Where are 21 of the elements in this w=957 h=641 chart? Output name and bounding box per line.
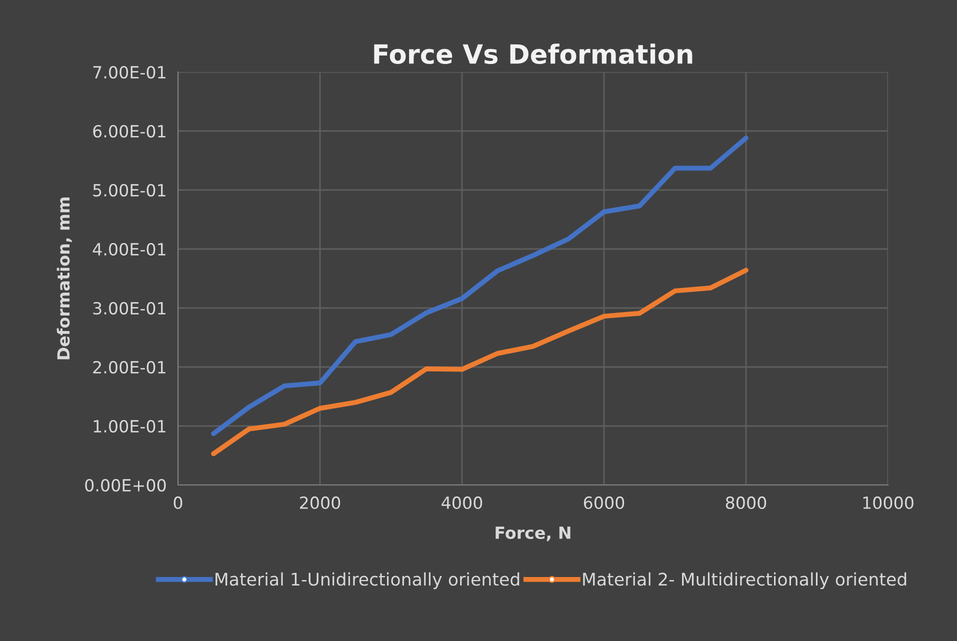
y-tick-label: 1.00E-01 <box>94 420 166 433</box>
line-series <box>211 268 748 456</box>
y-tick-label: 2.00E-01 <box>93 360 166 374</box>
chart-title: Force Vs Deformation <box>374 44 692 64</box>
y-tick-label: 7.00E-01 <box>93 66 166 79</box>
legend-label: Material 2- Multidirectionally oriented <box>583 572 906 590</box>
y-tick-label: 5.00E-01 <box>93 184 166 197</box>
x-tick-label: 6000 <box>584 496 624 510</box>
y-tick-label: 3.00E-01 <box>93 302 166 315</box>
x-tick-label: 2000 <box>300 496 340 510</box>
y-tick-label: 0.00E+00 <box>85 478 166 492</box>
x-tick-label: 8000 <box>726 496 766 510</box>
x-axis-title: Force, N <box>496 526 570 542</box>
y-tick-label: 6.00E-01 <box>93 124 166 138</box>
y-tick-label: 4.00E-01 <box>92 242 166 256</box>
x-tick-label: 4000 <box>442 496 482 510</box>
x-tick-label: 0 <box>174 496 182 510</box>
y-axis-title: Deformation, mm <box>56 198 72 360</box>
legend-label: Material 1-Unidirectionally oriented <box>216 572 520 590</box>
line-series <box>211 136 748 436</box>
x-tick-label: 10000 <box>863 496 914 510</box>
